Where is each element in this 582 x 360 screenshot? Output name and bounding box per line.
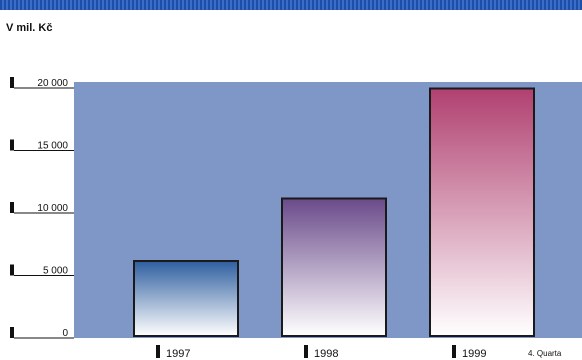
- x-tick-label: 1997: [166, 348, 190, 360]
- top-stripe: [0, 0, 582, 10]
- x-tick-label: 1999: [462, 348, 486, 360]
- y-tick-mark: [10, 202, 14, 213]
- annotation-label: 4. Quarta: [528, 349, 562, 358]
- x-tick-mark: [452, 345, 456, 358]
- y-tick-label: 20 000: [37, 78, 68, 89]
- y-tick-mark: [10, 139, 14, 151]
- y-tick-mark: [10, 327, 14, 338]
- y-tick-label: 15 000: [37, 141, 68, 152]
- x-tick-mark: [156, 345, 160, 358]
- x-tick-mark: [304, 345, 308, 358]
- y-axis-unit-label: V mil. Kč: [6, 22, 53, 34]
- bar-1998: [281, 197, 387, 337]
- y-tick-label: 10 000: [37, 203, 68, 214]
- y-tick-label: 5 000: [43, 266, 68, 277]
- y-tick-label: 0: [62, 328, 68, 339]
- y-tick-mark: [10, 264, 14, 276]
- y-tick-mark: [10, 77, 14, 88]
- bar-1997: [133, 260, 239, 337]
- bar-1999: [429, 87, 535, 337]
- x-tick-label: 1998: [314, 348, 338, 360]
